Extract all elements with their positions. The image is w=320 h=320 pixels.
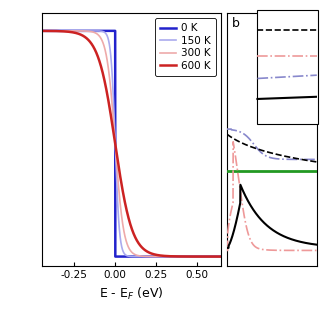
- Bar: [257, 10, 318, 124]
- Text: b: b: [232, 17, 240, 29]
- Legend: 0 K, 150 K, 300 K, 600 K: 0 K, 150 K, 300 K, 600 K: [155, 18, 216, 76]
- X-axis label: E - E$_F$ (eV): E - E$_F$ (eV): [99, 286, 164, 302]
